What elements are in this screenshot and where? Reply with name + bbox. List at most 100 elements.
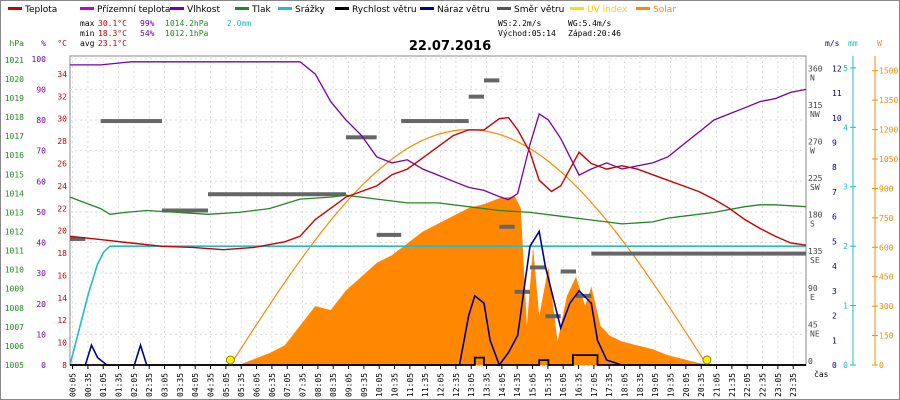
time-tick-label: 02:35 — [145, 373, 154, 397]
wind-speed-line — [70, 354, 806, 366]
time-tick-label: 21:35 — [728, 373, 737, 397]
time-tick-label: 15:35 — [544, 373, 553, 397]
time-tick-label: 04:35 — [207, 373, 216, 397]
hpa-axis-tick-label: 1018 — [5, 113, 24, 122]
time-tick-label: 13:05 — [467, 373, 476, 397]
legend-label-smer-vetru: Směr větru — [514, 5, 564, 15]
wind-direction-segment — [208, 192, 346, 197]
w-tick-label: 1050 — [879, 155, 898, 164]
wind-direction-segment — [530, 265, 546, 270]
uv-marker — [225, 355, 235, 365]
time-tick-label: 17:05 — [590, 373, 599, 397]
time-tick-label: 06:35 — [268, 373, 277, 397]
wind-direction-segment — [346, 135, 377, 140]
temp-axis-tick-label: 32 — [57, 92, 67, 101]
temp-axis-tick-label: 28 — [57, 137, 67, 146]
time-tick-label: 18:35 — [636, 373, 645, 397]
time-tick-label: 03:35 — [176, 373, 185, 397]
w-tick-label: 300 — [879, 302, 894, 311]
time-tick-label: 11:05 — [406, 373, 415, 397]
time-tick-label: 09:05 — [345, 373, 354, 397]
rain-line — [69, 245, 806, 366]
hpa-axis-tick-label: 1007 — [5, 323, 24, 332]
chart-title: 22.07.2016 — [409, 39, 491, 54]
time-tick-label: 07:05 — [283, 373, 292, 397]
temp-axis-tick-label: 34 — [57, 70, 67, 79]
pressure-line — [69, 194, 807, 225]
time-tick-label: 19:35 — [667, 373, 676, 397]
w-tick-label: 150 — [879, 332, 894, 341]
hpa-axis-tick-label: 1017 — [5, 132, 24, 141]
hpa-axis-tick-label: 1015 — [5, 170, 24, 179]
ms-tick-label: 11 — [832, 89, 842, 98]
time-tick-label: 20:35 — [697, 373, 706, 397]
legend-label-vlhkost: Vlhkost — [187, 5, 220, 15]
temp-axis-tick-label: 22 — [57, 204, 67, 213]
stats-block: max 30.1°C 99% 1014.2hPa 2.0mm min 18.3°… — [80, 19, 251, 48]
temp-axis-tick-label: 20 — [57, 227, 67, 236]
wind-direction-segment — [468, 94, 484, 99]
w-tick-label: 600 — [879, 243, 894, 252]
wind-direction-segment — [376, 232, 402, 237]
legend-swatch-naraz-vetru — [420, 7, 434, 10]
pct-axis-tick-label: 90 — [36, 85, 46, 94]
time-tick-label: 08:35 — [329, 373, 338, 397]
hpa-axis-tick-label: 1014 — [5, 189, 24, 198]
temp-axis-tick-label: 10 — [57, 339, 67, 348]
legend-label-tlak: Tlak — [251, 5, 272, 15]
ms-tick-label: 1 — [832, 336, 837, 345]
pct-axis-tick-label: 100 — [32, 55, 47, 64]
stat-max-temp: 30.1°C — [98, 19, 127, 28]
temp-axis-tick-label: 26 — [57, 159, 67, 168]
direction-tick-degree: 180 — [808, 211, 823, 220]
time-tick-label: 12:35 — [452, 373, 461, 397]
direction-tick-label: SW — [810, 183, 820, 192]
time-tick-label: 02:05 — [130, 373, 139, 397]
time-tick-label: 15:05 — [529, 373, 538, 397]
legend-swatch-smer-vetru — [497, 7, 511, 10]
humidity-line — [70, 61, 807, 201]
time-tick-label: 23:05 — [774, 373, 783, 397]
time-tick-label: 00:35 — [84, 373, 93, 397]
legend-label-solar: Solar — [653, 5, 676, 15]
stat-max-rain: 2.0mm — [227, 19, 251, 28]
wind-direction-segment — [514, 289, 530, 294]
direction-tick-label: SE — [810, 256, 820, 265]
w-tick-label: 1200 — [879, 126, 898, 135]
direction-tick-degree: 225 — [808, 174, 823, 183]
uv-marker — [702, 355, 712, 365]
legend-swatch-rychlost-vetru — [335, 7, 349, 10]
wind-wg: WG:5.4m/s — [568, 19, 612, 28]
mm-tick-label: 5 — [843, 64, 848, 73]
pct-axis-tick-label: 0 — [41, 361, 46, 370]
ms-tick-label: 0 — [832, 361, 837, 370]
time-tick-label: 16:05 — [559, 373, 568, 397]
time-tick-label: 00:05 — [69, 373, 78, 397]
axes: 00:05 00:35 01:05 01:35 02:05 02:35 03:05 03:35… — [5, 39, 899, 397]
legend-swatch-vlhkost — [170, 7, 184, 10]
hpa-axis-tick-label: 1009 — [5, 285, 24, 294]
temp-axis-tick-label: 24 — [57, 182, 67, 191]
series-lines — [69, 61, 807, 367]
ms-tick-label: 9 — [832, 139, 837, 148]
time-tick-label: 09:35 — [360, 373, 369, 397]
temp-axis-title: °C — [57, 39, 67, 48]
hpa-axis-tick-label: 1006 — [5, 342, 24, 351]
time-tick-label: 10:35 — [391, 373, 400, 397]
time-tick-label: 12:05 — [437, 373, 446, 397]
mm-tick-label: 4 — [843, 123, 848, 132]
stat-avg-temp: 23.1°C — [98, 39, 127, 48]
ms-tick-label: 5 — [832, 237, 837, 246]
time-tick-label: 01:05 — [99, 373, 108, 397]
pct-axis-tick-label: 70 — [36, 147, 46, 156]
temp-axis-tick-label: 18 — [57, 249, 67, 258]
direction-tick-degree: 45 — [808, 320, 818, 329]
wind-direction-segment — [162, 208, 208, 213]
time-tick-label: 18:05 — [621, 373, 630, 397]
time-tick-label: 05:05 — [222, 373, 231, 397]
ms-tick-label: 6 — [832, 213, 837, 222]
wind-direction-segment — [401, 119, 454, 124]
hpa-axis-tick-label: 1012 — [5, 227, 24, 236]
time-tick-label: 04:05 — [191, 373, 200, 397]
direction-tick-label: NW — [810, 110, 820, 119]
